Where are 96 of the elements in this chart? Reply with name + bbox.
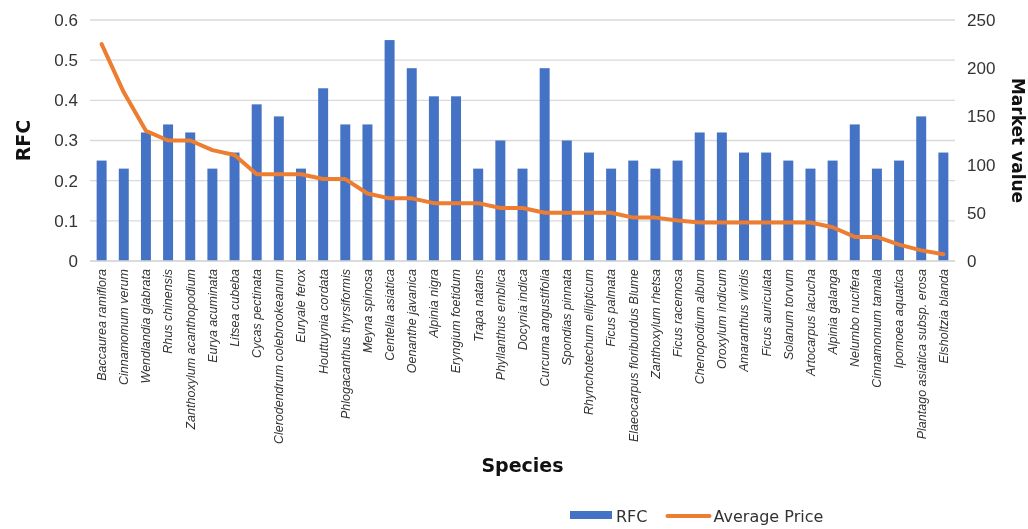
bar xyxy=(251,104,262,261)
x-tick-label: Chenopodium album xyxy=(693,269,708,385)
y2-tick-label: 250 xyxy=(967,10,996,30)
bar xyxy=(406,68,417,261)
bar xyxy=(118,168,129,261)
x-tick-label: Wendlandia glabrata xyxy=(139,268,154,384)
y-tick-label: 0.6 xyxy=(54,10,78,30)
bar xyxy=(805,168,816,261)
bar xyxy=(672,160,683,261)
bar xyxy=(296,168,306,261)
x-tick-label: Eryngium foetidum xyxy=(449,269,464,374)
x-tick-label: Nelumbo nucifera xyxy=(848,268,863,367)
x-tick-label: Spondias pinnata xyxy=(560,268,575,366)
bar xyxy=(539,68,550,261)
bar xyxy=(273,116,284,261)
bar xyxy=(207,168,218,261)
line-series xyxy=(99,42,946,257)
bar xyxy=(783,160,794,261)
x-tick-label: Zanthoxylum rhetsa xyxy=(648,268,663,380)
x-axis-title: Species xyxy=(481,454,564,476)
bar xyxy=(894,160,905,261)
bar xyxy=(318,88,329,261)
bar xyxy=(362,124,373,261)
y2-tick-label: 200 xyxy=(967,59,996,79)
x-tick-label: Cinnamomum verum xyxy=(117,269,132,386)
bar xyxy=(163,124,174,261)
x-tick-label: Ficus auriculata xyxy=(759,268,774,357)
bar xyxy=(827,160,838,261)
x-tick-label: Amaranthus viridis xyxy=(737,269,752,373)
bar xyxy=(384,40,395,261)
x-tick-label: Centella asiatica xyxy=(382,268,397,361)
y2-axis-title: Market value xyxy=(1008,77,1028,204)
bar xyxy=(916,116,927,261)
legend-label: RFC xyxy=(616,506,648,526)
bar xyxy=(739,152,749,261)
bar xyxy=(650,168,661,261)
y2-tick-label: 100 xyxy=(967,155,996,175)
bar xyxy=(473,168,484,261)
bar xyxy=(561,140,572,261)
x-tick-label: Rhus chinensis xyxy=(161,269,176,354)
y2-tick-label: 150 xyxy=(967,107,996,127)
y2-tick-label: 50 xyxy=(967,203,986,223)
legend-label: Average Price xyxy=(713,506,824,526)
x-tick-label: Zanthoxylum acanthopodium xyxy=(183,269,198,431)
x-tick-label: Baccaurea ramiflora xyxy=(95,268,109,381)
y-tick-label: 0 xyxy=(68,251,78,271)
x-tick-label: Ficus palmata xyxy=(604,268,619,347)
x-tick-label: Phyllanthus emblica xyxy=(493,268,508,381)
x-tick-label: Alpinia galanga xyxy=(825,268,840,356)
x-tick-label: Oenanthe javanica xyxy=(405,268,420,374)
x-tick-label: Curcuma angustifolia xyxy=(538,268,553,387)
x-tick-label: Ficus racemosa xyxy=(670,268,685,358)
x-tick-label: Plantago asiatica subsp. erosa xyxy=(914,268,929,440)
x-tick-label: Houttuynia cordata xyxy=(316,268,331,374)
x-tick-label: Clerodendrum colebrookeanum xyxy=(272,269,287,445)
x-tick-label: Artocarpus lacucha xyxy=(803,268,818,378)
bar xyxy=(495,140,506,261)
y-axis-title: RFC xyxy=(12,119,34,162)
x-tick-label: Elaeocarpus floribundus Blume xyxy=(626,268,641,443)
x-tick-label: Rhynchotechum ellipticum xyxy=(582,269,597,415)
bar xyxy=(340,124,351,261)
x-tick-label: Solanum torvum xyxy=(781,269,796,361)
y2-tick-label: 0 xyxy=(967,251,977,271)
x-tick-label: Cinnamomum tamala xyxy=(870,268,885,388)
x-tick-label: Cycas pectinata xyxy=(250,268,265,358)
bar xyxy=(716,132,727,261)
bar xyxy=(938,152,949,261)
bar xyxy=(140,132,151,261)
bar xyxy=(583,152,594,261)
x-tick-label: Meyna spinosa xyxy=(360,268,375,354)
bar xyxy=(761,152,772,261)
x-tick-label: Phlogacanthus thyrsiformis xyxy=(338,269,353,420)
bar xyxy=(96,160,107,261)
bar xyxy=(185,132,196,261)
x-tick-label: Ipomoea aquatica xyxy=(892,268,907,369)
x-tick-label: Trapa natans xyxy=(471,269,486,342)
x-tick-label: Elsholtzia blanda xyxy=(936,268,951,364)
y-tick-label: 0.4 xyxy=(54,91,78,111)
y-tick-label: 0.5 xyxy=(54,51,78,71)
bar xyxy=(229,152,240,261)
x-tick-label: Euryale ferox xyxy=(294,268,309,343)
x-tick-label: Litsea cubeba xyxy=(227,268,242,347)
bar xyxy=(628,160,639,261)
y-tick-label: 0.3 xyxy=(54,131,78,151)
x-tick-label: Oroxylum indicum xyxy=(715,269,730,370)
y-tick-label: 0.1 xyxy=(54,211,78,231)
bar xyxy=(871,168,882,261)
x-tick-label: Docynia indica xyxy=(515,268,530,351)
bar xyxy=(849,124,860,261)
y-tick-label: 0.2 xyxy=(54,171,78,191)
x-tick-label: Alpinia nigra xyxy=(427,268,442,339)
bar xyxy=(451,96,462,261)
bar xyxy=(694,132,705,261)
x-tick-label: Eurya acuminata xyxy=(205,268,220,363)
bar xyxy=(428,96,439,261)
bar xyxy=(606,168,617,261)
